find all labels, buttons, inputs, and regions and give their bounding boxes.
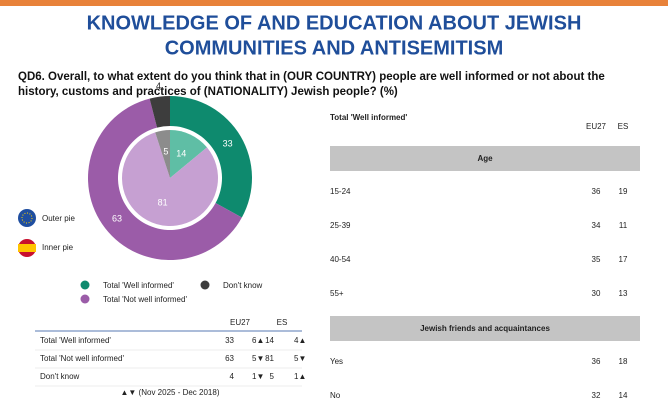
row-label: Yes — [330, 357, 343, 366]
cell: 35 — [592, 255, 601, 264]
legend-label: Don't know — [223, 281, 263, 290]
slice — [155, 130, 170, 178]
section-name: Jewish friends and acquaintances — [420, 324, 550, 333]
section-name: Age — [477, 154, 493, 163]
question: QD6. Overall, to what extent do you thin… — [18, 71, 605, 83]
es-band — [18, 244, 36, 252]
slice — [149, 96, 170, 128]
question: history, customs and practices of (NATIO… — [18, 86, 398, 98]
note: ▲▼ (Nov 2025 - Dec 2018) — [121, 388, 220, 397]
row-label: 15-24 — [330, 187, 351, 196]
slice-label: 63 — [112, 213, 122, 223]
cell: 4▲ — [294, 336, 306, 345]
slice — [170, 130, 207, 178]
row-label: Total 'Not well informed' — [40, 354, 124, 363]
cell: 13 — [619, 289, 628, 298]
cell: 6▲ — [252, 336, 264, 345]
column-header: ES — [277, 318, 288, 327]
row-label: 55+ — [330, 289, 344, 298]
slice-label: 5 — [163, 146, 168, 156]
slice — [170, 96, 253, 218]
top-strip — [0, 0, 668, 6]
cell: 30 — [592, 289, 601, 298]
column-header: ES — [618, 122, 629, 131]
cell: 17 — [619, 255, 628, 264]
cell: 5▼ — [294, 354, 306, 363]
cell: 18 — [619, 357, 628, 366]
eu-stars — [21, 212, 33, 224]
legend-swatch — [80, 294, 90, 304]
title: COMMUNITIES AND ANTISEMITISM — [165, 37, 504, 59]
cell: 14 — [619, 391, 628, 400]
slice-label: 81 — [158, 198, 168, 208]
eu-flag — [18, 209, 36, 227]
ring-border — [118, 126, 222, 230]
cell: 33 — [225, 336, 234, 345]
legend-swatch — [200, 280, 210, 290]
cell: 32 — [592, 391, 601, 400]
row-label: No — [330, 391, 341, 400]
cell: 36 — [592, 357, 601, 366]
cell: 36 — [592, 187, 601, 196]
column-header: EU27 — [586, 122, 607, 131]
column-header: EU27 — [230, 318, 251, 327]
title: KNOWLEDGE OF AND EDUCATION ABOUT JEWISH — [87, 12, 582, 34]
cell: 5 — [270, 372, 275, 381]
legend-label: Total 'Not well informed' — [103, 295, 187, 304]
legend-swatch — [80, 280, 90, 290]
row-label: Total 'Well informed' — [40, 336, 111, 345]
cell: 19 — [619, 187, 628, 196]
row-label: 25-39 — [330, 221, 351, 230]
row-label: 40-54 — [330, 255, 351, 264]
slice-label: 14 — [176, 148, 186, 158]
cell: 1▲ — [294, 372, 306, 381]
slice-label: 33 — [223, 138, 233, 148]
cell: 14 — [265, 336, 274, 345]
cell: 4 — [230, 372, 235, 381]
cell: 5▼ — [252, 354, 264, 363]
slice-label: 4 — [156, 81, 161, 91]
legend-label: Total 'Well informed' — [103, 281, 174, 290]
cell: 81 — [265, 354, 274, 363]
slice — [122, 132, 218, 226]
cell: 34 — [592, 221, 601, 230]
table-title: Total 'Well informed' — [330, 113, 407, 122]
legend-label: Outer pie — [42, 214, 75, 223]
legend-label: Inner pie — [42, 243, 74, 252]
cell: 63 — [225, 354, 234, 363]
section-band — [330, 146, 640, 171]
section-band — [330, 316, 640, 341]
slice — [87, 98, 242, 260]
row-label: Don't know — [40, 372, 80, 381]
cell: 11 — [619, 221, 628, 230]
cell: 1▼ — [252, 372, 264, 381]
